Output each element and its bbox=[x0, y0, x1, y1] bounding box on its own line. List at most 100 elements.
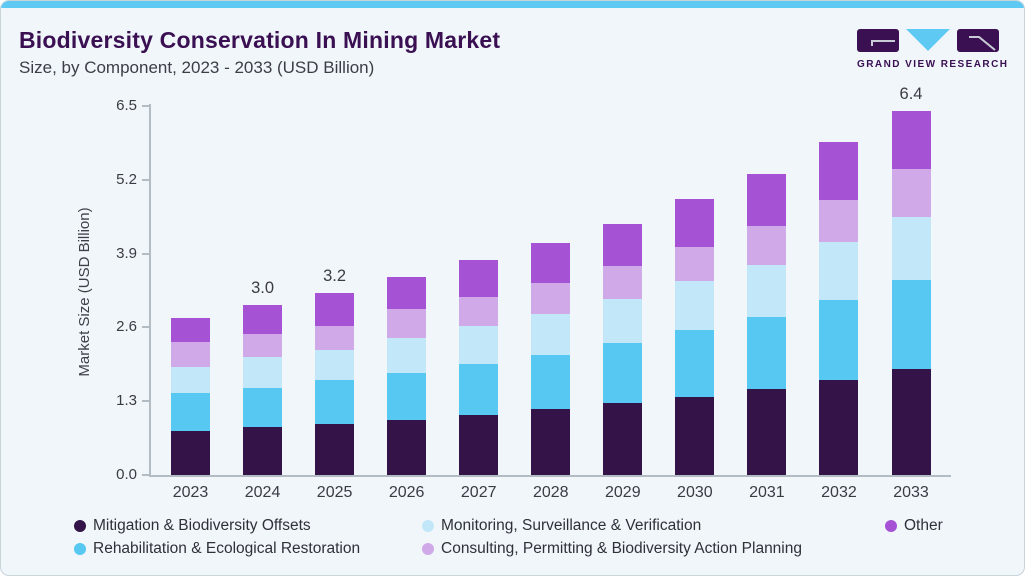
bar-segment bbox=[459, 260, 499, 297]
bar-segment bbox=[819, 299, 859, 380]
bar-segment bbox=[531, 354, 571, 410]
legend-dot-other bbox=[885, 520, 897, 532]
legend-item-mitigation: Mitigation & Biodiversity Offsets bbox=[74, 517, 311, 535]
bar-segment bbox=[603, 299, 643, 344]
y-axis-label: Market Size (USD Billion) bbox=[76, 207, 93, 377]
y-tick-mark bbox=[142, 105, 150, 107]
y-tick-label: 0.0 bbox=[116, 466, 137, 483]
y-tick-label: 3.9 bbox=[116, 244, 137, 262]
legend-dot-mitigation bbox=[74, 520, 86, 532]
x-tick-label-2027: 2027 bbox=[460, 484, 497, 501]
x-tick-label-2028: 2028 bbox=[532, 484, 569, 501]
x-axis-line bbox=[149, 475, 951, 477]
bar-segment bbox=[531, 409, 571, 475]
legend-label: Rehabilitation & Ecological Restoration bbox=[93, 540, 361, 557]
legend-label: Monitoring, Surveillance & Verification bbox=[441, 517, 702, 534]
x-tick-label-2030: 2030 bbox=[677, 484, 713, 501]
bar-segment bbox=[891, 280, 931, 370]
bar-segment bbox=[315, 326, 355, 350]
x-tick-label-2031: 2031 bbox=[749, 484, 785, 501]
page-subtitle: Size, by Component, 2023 - 2033 (USD Bil… bbox=[19, 58, 375, 77]
y-tick-label: 6.5 bbox=[116, 97, 137, 114]
legend-item-rehabilitation: Rehabilitation & Ecological Restoration bbox=[74, 540, 360, 558]
bar-segment bbox=[315, 424, 355, 475]
x-tick-label-2025: 2025 bbox=[316, 484, 353, 501]
bar-segment bbox=[459, 363, 499, 415]
bar-segment bbox=[603, 343, 643, 404]
x-tick-label-2023: 2023 bbox=[172, 484, 209, 501]
top-accent-bar bbox=[1, 1, 1024, 8]
bar-segment bbox=[675, 198, 715, 248]
bar-segment bbox=[387, 277, 427, 310]
y-axis-line bbox=[149, 104, 151, 476]
bar-segment bbox=[891, 169, 931, 218]
bar-segment bbox=[387, 337, 427, 373]
y-tick-label: 5.2 bbox=[116, 170, 137, 188]
bar-segment bbox=[531, 314, 571, 355]
bar-segment bbox=[891, 369, 931, 475]
legend-dot-rehabilitation bbox=[74, 543, 86, 555]
bar-segment bbox=[747, 173, 787, 226]
bar-segment bbox=[819, 242, 859, 300]
bar-value-label-2033: 6.4 bbox=[899, 84, 923, 103]
legend-label: Other bbox=[904, 517, 943, 534]
legend-item-consulting: Consulting, Permitting & Biodiversity Ac… bbox=[422, 540, 802, 558]
y-tick-mark bbox=[142, 178, 150, 181]
page-title: Biodiversity Conservation In Mining Mark… bbox=[19, 27, 501, 53]
gvr-g-mark-icon bbox=[857, 29, 899, 52]
logo-text: GRAND VIEW RESEARCH bbox=[857, 59, 1009, 70]
bar-segment bbox=[459, 296, 499, 327]
bar-segment bbox=[819, 379, 859, 475]
bar-segment bbox=[819, 199, 859, 243]
bar-segment bbox=[603, 224, 643, 266]
bar-segment bbox=[747, 264, 787, 318]
bar-segment bbox=[459, 414, 499, 475]
x-tick-label-2032: 2032 bbox=[821, 484, 857, 501]
x-tick-label-2026: 2026 bbox=[388, 484, 425, 501]
bar-segment bbox=[171, 393, 210, 431]
x-tick-label-2033: 2033 bbox=[893, 484, 929, 501]
x-tick-label-2024: 2024 bbox=[244, 484, 281, 501]
bar-segment bbox=[387, 419, 427, 475]
bar-segment bbox=[747, 389, 787, 475]
legend-dot-monitoring bbox=[422, 520, 434, 532]
y-tick-mark bbox=[142, 400, 150, 403]
bar-segment bbox=[675, 247, 715, 282]
bar-segment bbox=[675, 396, 715, 475]
grand-view-research-logo: GRAND VIEW RESEARCH bbox=[857, 29, 1009, 70]
bar-segment bbox=[747, 225, 787, 265]
y-tick-mark bbox=[142, 326, 150, 329]
bar-segment bbox=[243, 387, 283, 428]
bar-segment bbox=[171, 366, 210, 394]
legend-item-monitoring: Monitoring, Surveillance & Verification bbox=[422, 517, 701, 535]
legend-label: Mitigation & Biodiversity Offsets bbox=[93, 517, 311, 534]
y-tick-mark bbox=[142, 474, 150, 476]
bar-segment bbox=[243, 357, 283, 388]
bar-segment bbox=[171, 430, 210, 475]
bar-segment bbox=[387, 372, 427, 420]
bar-segment bbox=[171, 342, 210, 367]
bar-segment bbox=[315, 349, 355, 380]
gvr-v-triangle-icon bbox=[906, 29, 950, 51]
gvr-r-mark-icon bbox=[957, 29, 999, 52]
bar-segment bbox=[531, 243, 571, 283]
bar-segment bbox=[171, 317, 210, 343]
bar-segment bbox=[819, 142, 859, 200]
bar-segment bbox=[459, 326, 499, 364]
logo-marks bbox=[857, 29, 1001, 53]
bar-segment bbox=[675, 330, 715, 397]
bar-segment bbox=[603, 403, 643, 475]
legend-label: Consulting, Permitting & Biodiversity Ac… bbox=[441, 540, 802, 557]
bar-segment bbox=[243, 334, 283, 358]
bar-segment bbox=[315, 379, 355, 425]
bar-segment bbox=[891, 217, 931, 281]
legend-item-other: Other bbox=[885, 517, 943, 535]
bar-value-label-2024: 3.0 bbox=[251, 278, 275, 297]
bar-segment bbox=[603, 265, 643, 299]
bar-segment bbox=[675, 281, 715, 331]
y-tick-label: 1.3 bbox=[116, 392, 137, 410]
bar-segment bbox=[315, 293, 355, 327]
bar-segment bbox=[891, 110, 931, 169]
bar-segment bbox=[531, 282, 571, 315]
